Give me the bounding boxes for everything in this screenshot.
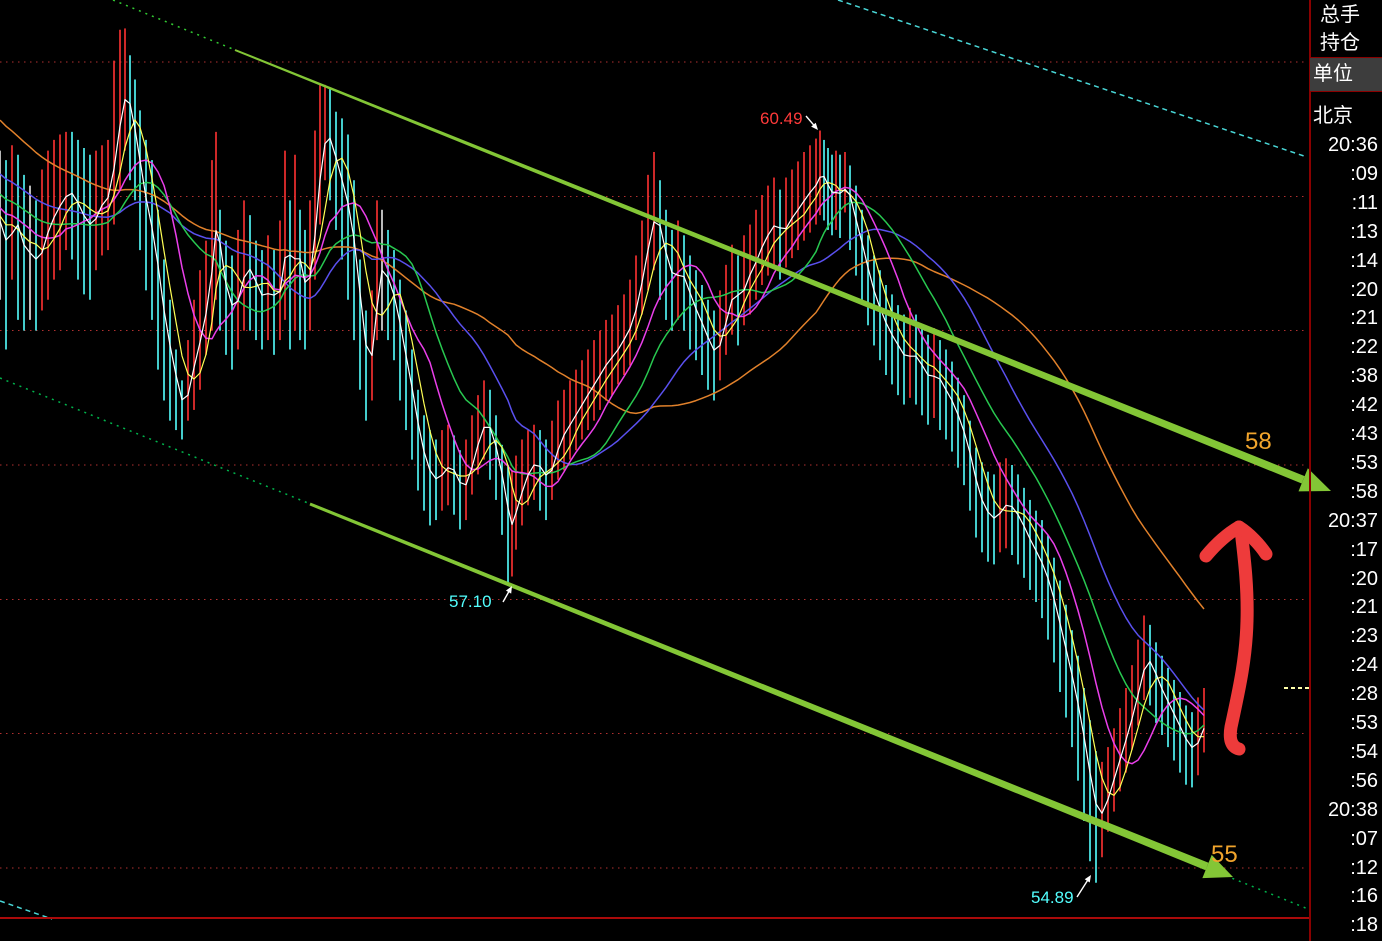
time-label: :54 [1350, 740, 1378, 763]
time-label: :24 [1350, 654, 1378, 677]
cyan-dotted-trendline[interactable] [0, 900, 53, 920]
city-label: 北京 [1313, 105, 1353, 127]
lower-channel-arrow[interactable] [309, 502, 1233, 879]
time-label: :53 [1350, 451, 1378, 474]
time-label: :42 [1350, 394, 1378, 417]
hand-drawn-up-arrow[interactable] [1199, 520, 1273, 756]
time-label: :53 [1350, 712, 1378, 734]
time-label: :22 [1350, 336, 1378, 359]
ma-yellow-line [0, 119, 1204, 796]
upper-channel-arrow[interactable] [234, 49, 1331, 492]
time-label: 20:37 [1327, 509, 1378, 532]
svg-text:57.10: 57.10 [449, 592, 492, 611]
svg-text:54.89: 54.89 [1031, 888, 1074, 907]
time-label: :28 [1350, 683, 1378, 706]
time-label: :23 [1350, 625, 1378, 648]
cyan-dotted-trendline[interactable] [837, 0, 1308, 158]
time-label: :58 [1350, 480, 1378, 503]
time-label: :12 [1350, 856, 1378, 879]
time-label: :13 [1350, 220, 1378, 243]
time-label: :38 [1350, 365, 1378, 388]
price-point-label: 60.49 [760, 109, 818, 130]
channel-price-label: 58 [1245, 428, 1272, 455]
time-label: 20:38 [1327, 798, 1378, 821]
ma-orange-line [0, 119, 1205, 610]
price-point-label: 57.10 [449, 586, 512, 611]
ma-blue-line [0, 173, 1205, 711]
time-label: :56 [1350, 769, 1378, 792]
time-label: :16 [1350, 885, 1378, 908]
time-label: :18 [1350, 914, 1378, 937]
time-label: :20 [1350, 567, 1378, 590]
channel-price-label: 55 [1211, 841, 1238, 868]
time-label: :21 [1350, 596, 1378, 619]
time-label: :09 [1350, 162, 1378, 185]
price-point-label: 54.89 [1031, 875, 1091, 907]
time-label: :20 [1350, 278, 1378, 301]
ma-magenta-line [0, 159, 1205, 765]
time-label: :11 [1351, 191, 1378, 214]
upper-channel-arrow-dotted-guide[interactable] [112, 0, 241, 53]
unit-label: 单位 [1313, 63, 1353, 85]
ma-green-line [0, 181, 1205, 735]
column-header-position: 持仓 [1320, 32, 1360, 54]
column-header-volume: 总手 [1320, 4, 1360, 26]
time-label: :07 [1350, 827, 1378, 850]
ma-white-line [0, 98, 1205, 814]
candlesticks [0, 28, 1205, 883]
unit-cell[interactable]: 单位 [1310, 57, 1382, 92]
time-label: :21 [1350, 307, 1378, 330]
time-label: :17 [1350, 538, 1378, 561]
svg-text:60.49: 60.49 [760, 109, 803, 128]
time-label: 20:36 [1327, 134, 1378, 156]
time-label: :14 [1350, 249, 1378, 272]
tick-list-sidebar[interactable]: 总手 持仓 单位 北京 20:36 :09 :11 :13 :14 :20 :21 :22 :3… [1310, 0, 1382, 941]
time-label: :43 [1350, 423, 1378, 445]
